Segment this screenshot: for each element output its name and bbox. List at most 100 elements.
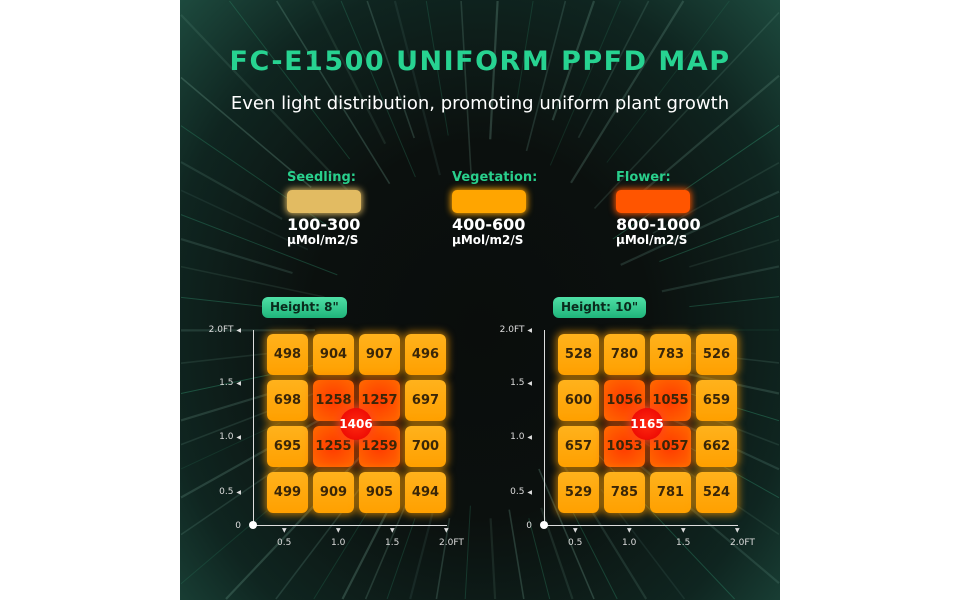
light-streak	[570, 0, 685, 184]
light-streak	[567, 502, 618, 600]
height-badge: Height: 10"	[553, 297, 647, 318]
ppfd-cell: 904	[313, 334, 354, 375]
ppfd-cell: 698	[267, 380, 308, 421]
ppfd-cell: 909	[313, 472, 354, 513]
light-streak	[508, 509, 525, 600]
x-tick-marker: ▼	[735, 527, 740, 534]
light-streak	[276, 0, 391, 185]
ppfd-cell: 1257	[359, 380, 400, 421]
light-streak	[180, 214, 338, 276]
ppfd-cell: 494	[405, 472, 446, 513]
ppfd-cell: 529	[558, 472, 599, 513]
ppfd-cell: 780	[604, 334, 645, 375]
center-peak-value: 1406	[339, 408, 373, 440]
y-tick-marker: ◀	[527, 434, 532, 441]
light-streak	[180, 265, 325, 298]
y-tick-text: 0	[235, 521, 241, 531]
x-tick-marker: ▼	[282, 527, 287, 534]
light-streak	[549, 0, 621, 166]
x-tick-marker: ▼	[573, 527, 578, 534]
legend-label: Flower:	[616, 170, 671, 185]
ppfd-cell: 662	[696, 426, 737, 467]
center-peak-value: 1165	[630, 408, 664, 440]
y-tick-text: 2.0FT	[208, 325, 234, 335]
light-streak	[577, 0, 650, 139]
y-axis	[544, 330, 545, 525]
x-tick-label: 1.5	[676, 538, 691, 548]
legend-item-flower: Flower: 800-1000 µMol/m2/S	[616, 170, 736, 247]
y-tick-label: 0.5 ◀	[510, 487, 532, 497]
ppfd-cell: 528	[558, 334, 599, 375]
y-axis	[253, 330, 254, 525]
light-streak	[620, 190, 780, 266]
light-streak	[435, 518, 451, 600]
y-tick-label: 0	[235, 521, 241, 531]
light-streak	[225, 439, 377, 600]
y-tick-label: 0.5 ◀	[219, 487, 241, 497]
legend-range: 800-1000	[616, 215, 701, 234]
ppfd-cell: 526	[696, 334, 737, 375]
light-streak	[525, 0, 567, 152]
y-tick-marker: ◀	[236, 489, 241, 496]
legend-item-seedling: Seedling: 100-300 µMol/m2/S	[287, 170, 407, 247]
x-tick-label: 2.0FT	[730, 538, 755, 548]
y-tick-label: 1.5 ◀	[219, 378, 241, 388]
y-tick-label: 1.5 ◀	[510, 378, 532, 388]
x-tick-marker: ▼	[681, 527, 686, 534]
ppfd-cell: 657	[558, 426, 599, 467]
light-streak	[612, 124, 780, 240]
x-tick-label: 2.0FT	[439, 538, 464, 548]
legend-swatch	[452, 190, 526, 213]
light-streak	[340, 0, 416, 178]
light-streak	[460, 0, 472, 177]
light-streak	[515, 0, 534, 105]
legend-range: 400-600	[452, 215, 526, 234]
x-axis	[544, 525, 738, 526]
page-title: FC-E1500 UNIFORM PPFD MAP	[229, 46, 731, 77]
ppfd-cell: 697	[405, 380, 446, 421]
height-badge: Height: 8"	[262, 297, 347, 318]
y-tick-marker: ◀	[527, 489, 532, 496]
y-tick-text: 1.5	[219, 378, 234, 388]
y-tick-text: 1.0	[510, 432, 525, 442]
x-tick-marker: ▼	[390, 527, 395, 534]
ppfd-cell: 498	[267, 334, 308, 375]
legend-swatch	[616, 190, 690, 213]
ppfd-cell: 659	[696, 380, 737, 421]
light-streak	[311, 0, 387, 145]
ppfd-cell: 496	[405, 334, 446, 375]
y-tick-text: 2.0FT	[499, 325, 525, 335]
subtitle: Even light distribution, promoting unifo…	[230, 93, 730, 114]
y-tick-marker: ◀	[236, 380, 241, 387]
legend-unit: µMol/m2/S	[287, 233, 359, 247]
light-streak	[180, 456, 294, 536]
legend-label: Seedling:	[287, 170, 356, 185]
light-streak	[464, 505, 471, 600]
legend-unit: µMol/m2/S	[616, 233, 688, 247]
light-streak	[593, 11, 780, 209]
light-streak	[425, 0, 449, 136]
y-tick-marker: ◀	[527, 380, 532, 387]
legend-label: Vegetation:	[452, 170, 538, 185]
legend-swatch	[287, 190, 361, 213]
ppfd-cell: 905	[359, 472, 400, 513]
light-streak	[538, 468, 595, 600]
light-streak	[180, 390, 276, 422]
ppfd-cell: 695	[267, 426, 308, 467]
light-streak	[180, 14, 359, 202]
light-streak	[659, 215, 780, 262]
ppfd-cell: 499	[267, 472, 308, 513]
light-streak	[180, 189, 309, 251]
light-streak	[606, 0, 730, 163]
light-streak	[180, 352, 274, 364]
light-streak	[180, 451, 337, 585]
light-streak	[341, 508, 390, 600]
x-axis	[253, 525, 447, 526]
x-tick-marker: ▼	[444, 527, 449, 534]
light-streak	[634, 74, 780, 199]
x-tick-marker: ▼	[336, 527, 341, 534]
ppfd-cell: 1258	[313, 380, 354, 421]
light-streak	[229, 0, 351, 160]
light-streak	[689, 239, 780, 268]
light-streak	[366, 0, 415, 139]
